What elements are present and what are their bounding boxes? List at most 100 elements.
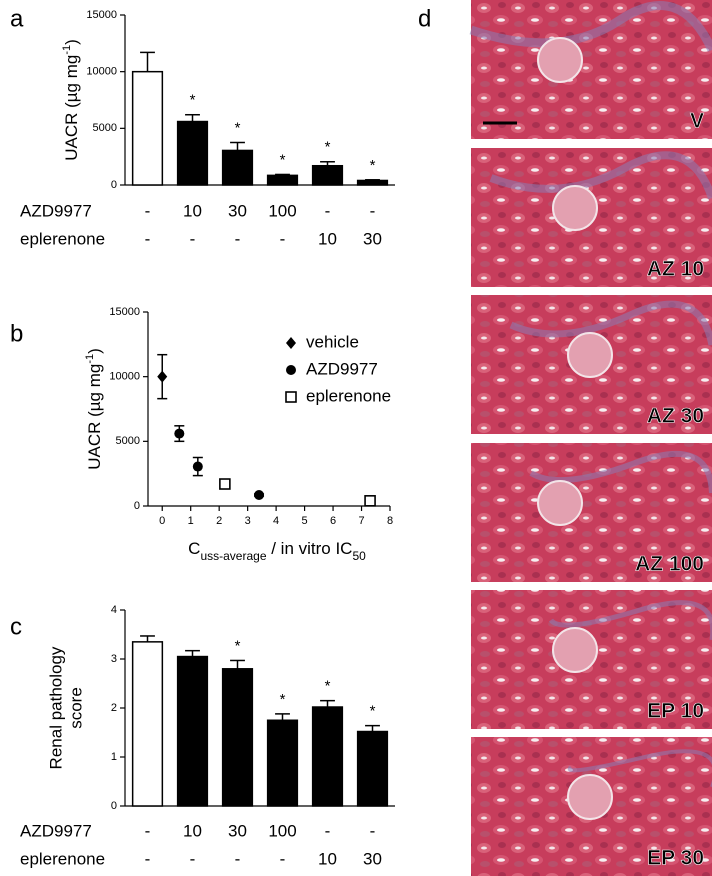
y-axis-label-part: UACR (µg mg bbox=[85, 364, 104, 470]
marker bbox=[174, 428, 185, 439]
x-tick-label: 5 bbox=[302, 515, 308, 527]
bar bbox=[311, 164, 344, 186]
marker bbox=[254, 490, 265, 501]
x-tick-label: 6 bbox=[330, 515, 336, 527]
significance: * bbox=[325, 678, 331, 695]
glomerulus bbox=[537, 37, 583, 83]
panel-label: b bbox=[10, 320, 23, 347]
glomerulus bbox=[567, 332, 613, 378]
row-cell: - bbox=[325, 821, 331, 840]
significance: * bbox=[190, 92, 196, 109]
bar bbox=[221, 668, 254, 807]
glomerulus bbox=[552, 627, 598, 673]
row-cell: 10 bbox=[183, 201, 202, 220]
row-cell: - bbox=[145, 849, 151, 868]
image-label: AZ 10 bbox=[647, 258, 704, 281]
row-cell: 30 bbox=[363, 229, 382, 248]
significance: * bbox=[235, 637, 241, 654]
row-cell: 30 bbox=[228, 821, 247, 840]
y-tick-label: 5000 bbox=[116, 435, 140, 447]
row-cell: - bbox=[190, 229, 196, 248]
panel-label: a bbox=[10, 5, 24, 32]
row-label: eplerenone bbox=[20, 849, 105, 868]
bar bbox=[266, 174, 299, 186]
x-tick-label: 8 bbox=[387, 515, 393, 527]
y-tick-label: 4 bbox=[111, 604, 117, 616]
significance: * bbox=[370, 157, 376, 174]
significance: * bbox=[280, 691, 286, 708]
legend-marker bbox=[286, 337, 296, 349]
panel-label: d bbox=[418, 5, 431, 32]
bar bbox=[176, 120, 209, 186]
row-cell: 30 bbox=[363, 849, 382, 868]
image-label: AZ 100 bbox=[635, 553, 704, 576]
x-axis-label: Cuss-average / in vitro IC50 bbox=[188, 539, 366, 563]
y-tick-label: 2 bbox=[111, 702, 117, 714]
row-cell: - bbox=[190, 849, 196, 868]
row-cell: - bbox=[145, 229, 151, 248]
y-axis-label-part: ) bbox=[62, 39, 81, 45]
y-tick-label: 10000 bbox=[86, 66, 117, 78]
x-tick-label: 4 bbox=[273, 515, 279, 527]
y-tick-label: 0 bbox=[111, 800, 117, 812]
panel-label: c bbox=[10, 613, 22, 640]
x-axis-label-part: uss-average bbox=[200, 549, 266, 563]
row-cell: - bbox=[325, 201, 331, 220]
row-cell: - bbox=[280, 849, 286, 868]
marker bbox=[192, 461, 203, 472]
row-cell: 100 bbox=[268, 201, 296, 220]
marker bbox=[157, 370, 168, 383]
marker bbox=[364, 495, 376, 507]
histology-image bbox=[471, 0, 712, 139]
row-cell: 10 bbox=[318, 229, 337, 248]
y-tick-label: 15000 bbox=[86, 9, 117, 21]
fibrosis bbox=[489, 151, 712, 200]
row-cell: - bbox=[145, 201, 151, 220]
x-tick-label: 0 bbox=[159, 515, 165, 527]
image-label: EP 30 bbox=[647, 847, 704, 870]
row-cell: 100 bbox=[268, 821, 296, 840]
x-axis-label-part: / in vitro IC bbox=[267, 539, 353, 558]
bar bbox=[311, 706, 344, 807]
bar bbox=[176, 655, 209, 807]
fibrosis bbox=[567, 749, 712, 787]
x-tick-label: 3 bbox=[245, 515, 251, 527]
y-tick-label: 1 bbox=[111, 751, 117, 763]
row-cell: 10 bbox=[183, 821, 202, 840]
y-tick-label: 0 bbox=[134, 500, 140, 512]
row-cell: - bbox=[235, 849, 241, 868]
glomerulus bbox=[552, 185, 598, 231]
row-cell: - bbox=[370, 201, 376, 220]
legend-label: eplerenone bbox=[306, 386, 391, 405]
significance: * bbox=[325, 139, 331, 156]
y-axis-label-part: UACR (µg mg bbox=[62, 55, 81, 161]
image-label: AZ 30 bbox=[647, 405, 704, 428]
legend-marker bbox=[285, 391, 297, 403]
y-axis-label: UACR (µg mg-1) bbox=[61, 39, 82, 161]
y-tick-label: 15000 bbox=[109, 306, 140, 318]
row-label: AZD9977 bbox=[20, 821, 92, 840]
x-tick-label: 2 bbox=[216, 515, 222, 527]
bar bbox=[356, 179, 389, 186]
row-label: AZD9977 bbox=[20, 201, 92, 220]
x-axis-label-part: 50 bbox=[352, 549, 366, 563]
row-cell: - bbox=[370, 821, 376, 840]
marker bbox=[219, 478, 231, 490]
y-axis-label-part: -1 bbox=[61, 45, 73, 55]
row-cell: - bbox=[280, 229, 286, 248]
image-label: EP 10 bbox=[647, 700, 704, 723]
fibrosis bbox=[509, 300, 712, 346]
bar bbox=[221, 149, 254, 186]
significance: * bbox=[235, 119, 241, 136]
y-tick-label: 5000 bbox=[93, 122, 117, 134]
y-tick-label: 3 bbox=[111, 653, 117, 665]
row-label: eplerenone bbox=[20, 229, 105, 248]
legend-marker bbox=[286, 365, 296, 375]
bar bbox=[131, 641, 164, 807]
glomerulus bbox=[567, 774, 613, 820]
y-axis-label: score bbox=[66, 687, 85, 729]
y-tick-label: 0 bbox=[111, 179, 117, 191]
row-cell: 30 bbox=[228, 201, 247, 220]
x-tick-label: 7 bbox=[358, 515, 364, 527]
